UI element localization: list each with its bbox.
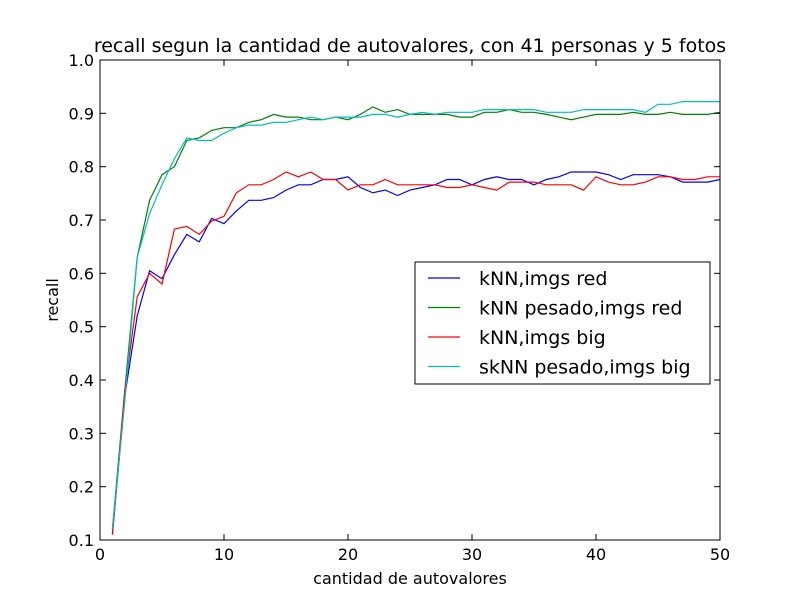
legend-label-4: skNN pesado,imgs big bbox=[479, 357, 691, 379]
y-tick-label: 0.1 bbox=[69, 531, 94, 550]
series-layer bbox=[111, 100, 721, 535]
y-tick-label: 1.0 bbox=[69, 51, 94, 70]
chart-title: recall segun la cantidad de autovalores,… bbox=[94, 35, 726, 57]
y-tick-label: 0.2 bbox=[69, 478, 94, 497]
y-axis: 0.1 0.2 0.3 0.4 0.5 0.6 0.7 0.8 0.9 1.0 bbox=[69, 51, 720, 550]
y-tick-label: 0.7 bbox=[69, 211, 94, 230]
y-tick-label: 0.4 bbox=[69, 371, 94, 390]
legend-label-2: kNN pesado,imgs red bbox=[479, 298, 682, 320]
x-tick-label: 0 bbox=[95, 545, 105, 564]
legend-label-3: kNN,imgs big bbox=[479, 327, 606, 349]
x-tick-label: 40 bbox=[586, 545, 606, 564]
legend-box bbox=[414, 261, 711, 385]
legend: kNN,imgs red kNN pesado,imgs red kNN,imgs … bbox=[414, 261, 711, 385]
x-tick-label: 20 bbox=[338, 545, 358, 564]
x-tick-label: 10 bbox=[214, 545, 234, 564]
x-tick-label: 50 bbox=[710, 545, 730, 564]
x-axis-label: cantidad de autovalores bbox=[313, 569, 507, 588]
y-tick-label: 0.6 bbox=[69, 264, 94, 283]
y-tick-label: 0.8 bbox=[69, 158, 94, 177]
y-tick-label: 0.3 bbox=[69, 424, 94, 443]
plot-frame bbox=[99, 59, 721, 541]
legend-label-1: kNN,imgs red bbox=[479, 268, 607, 290]
x-axis: 0 10 20 30 40 50 bbox=[95, 60, 730, 564]
series-line-3 bbox=[111, 171, 720, 535]
y-tick-label: 0.5 bbox=[69, 318, 94, 337]
series-line-1 bbox=[111, 171, 721, 535]
y-axis-label: recall bbox=[43, 278, 62, 322]
x-tick-label: 30 bbox=[462, 545, 482, 564]
series-line-4 bbox=[111, 100, 720, 530]
series-line-2 bbox=[111, 106, 721, 530]
y-tick-label: 0.9 bbox=[69, 104, 94, 123]
